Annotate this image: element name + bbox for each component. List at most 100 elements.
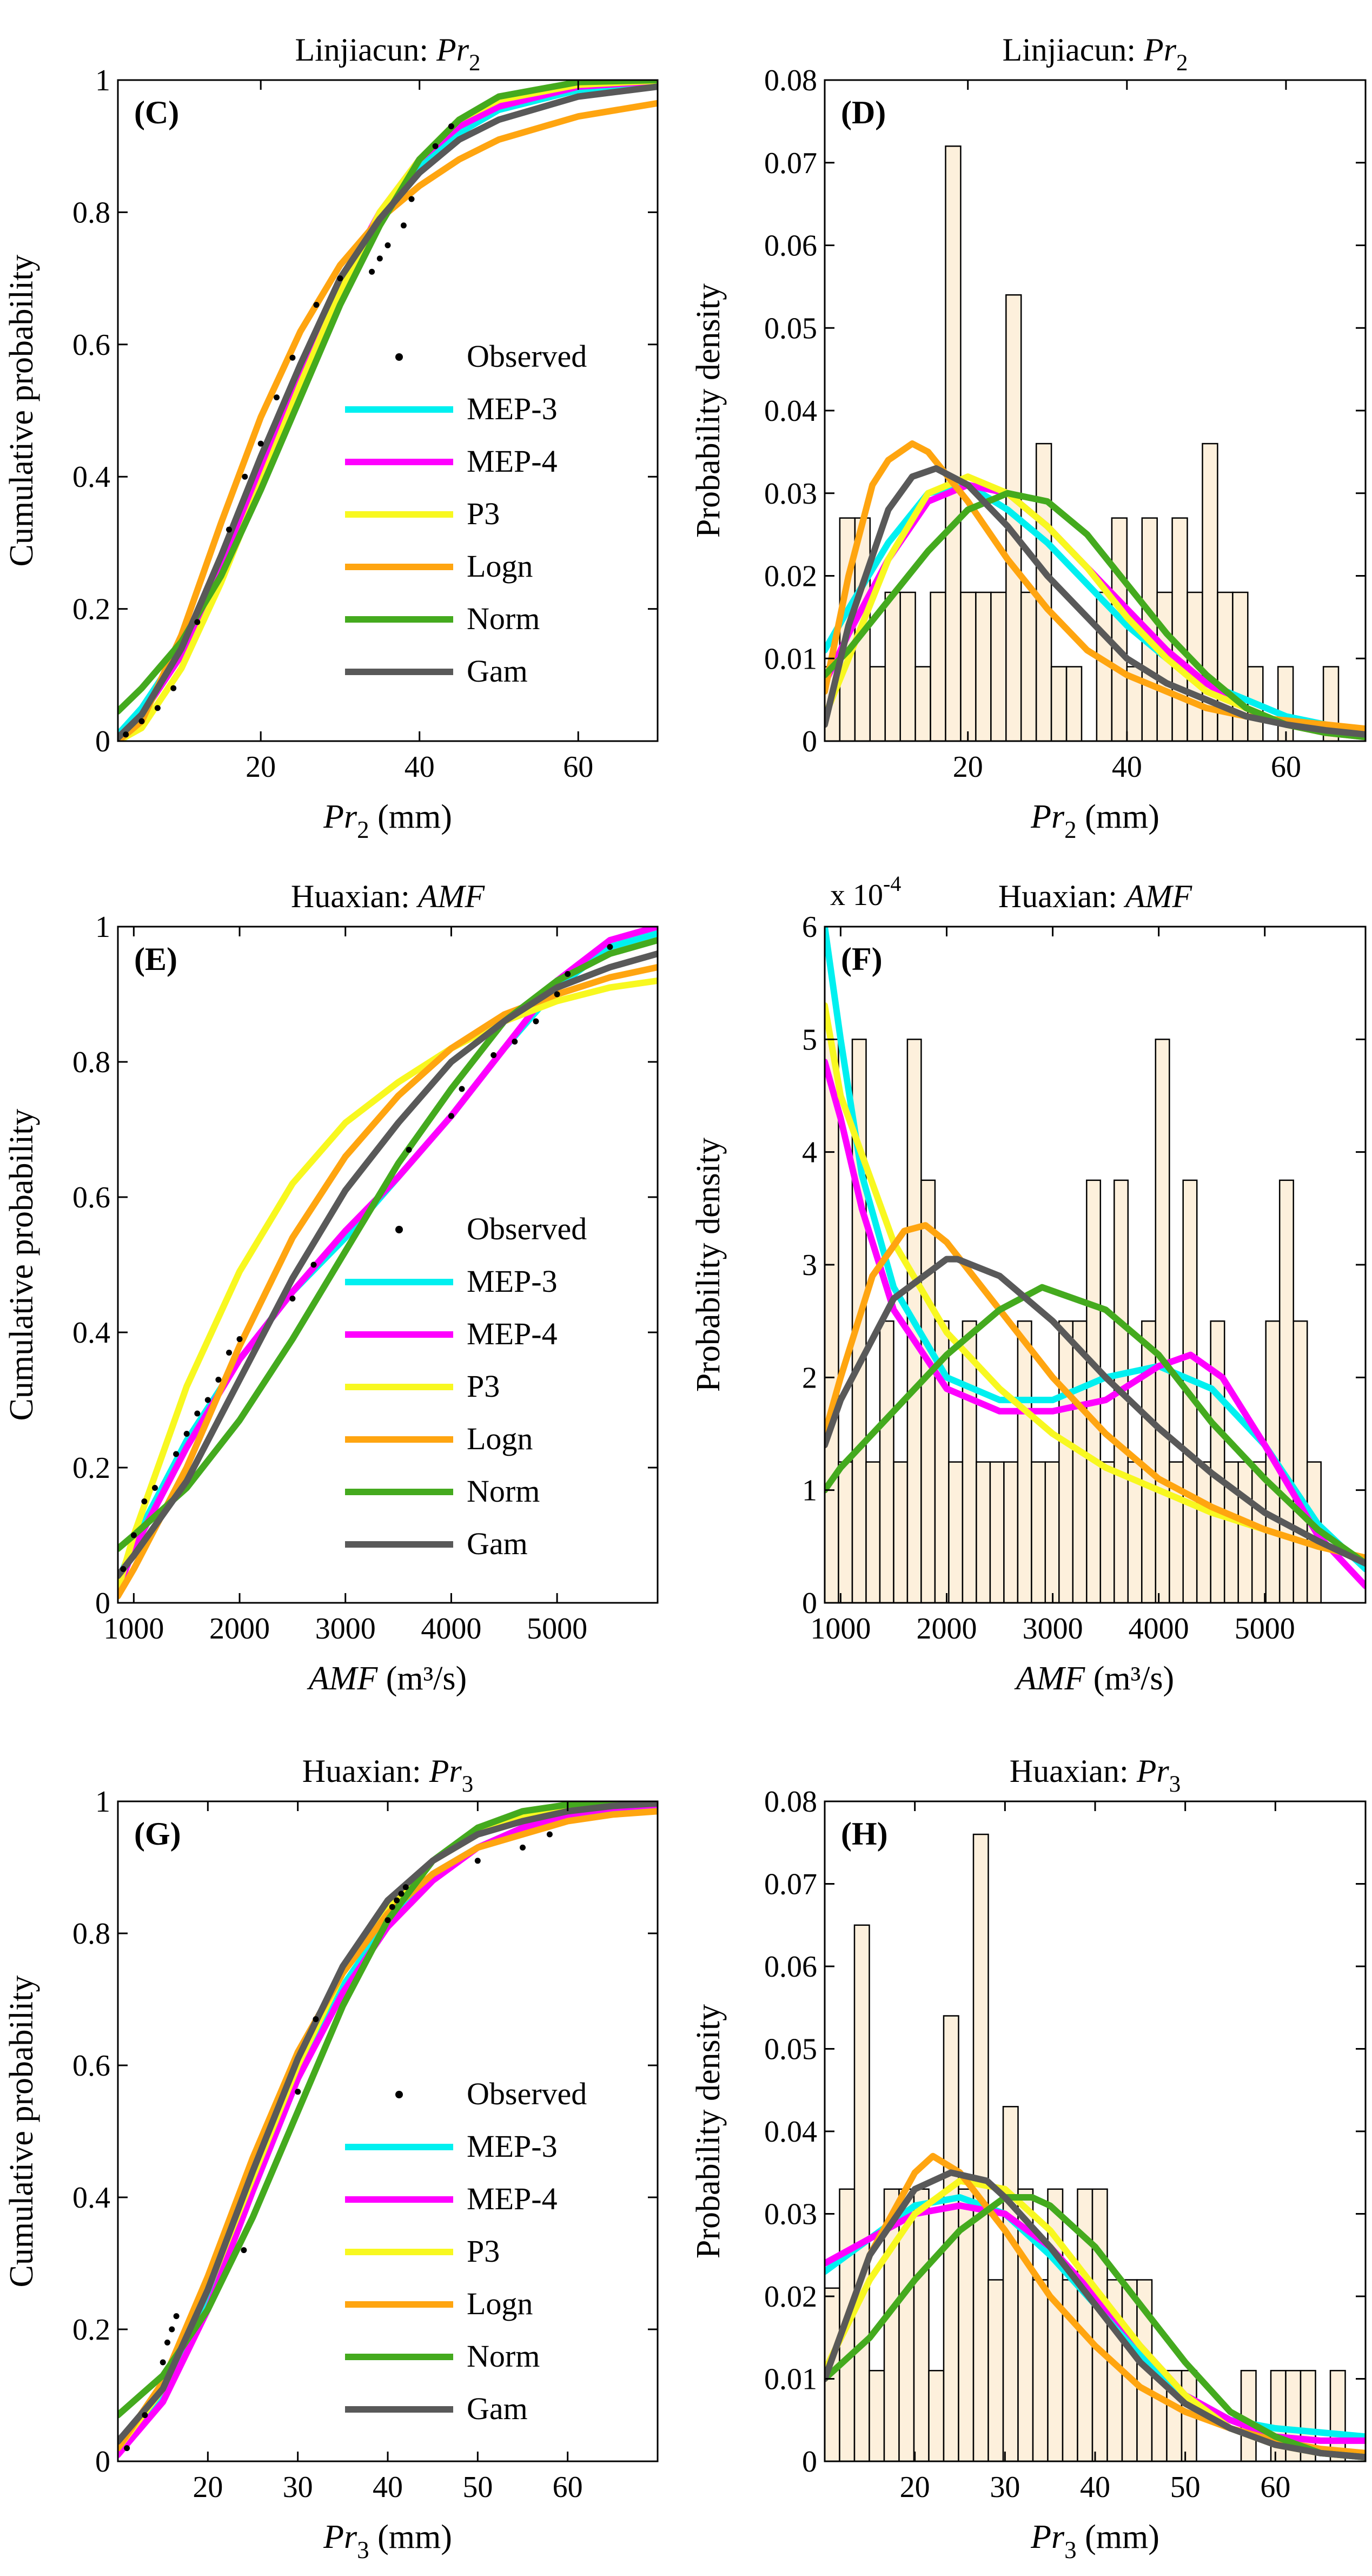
panel-h-bar (928, 2370, 945, 2461)
panel-c-xtick-label: 60 (563, 750, 593, 784)
panel-c-xlabel: Pr2 (mm) (323, 798, 452, 843)
panel-e-xlabel-suffix: (m³/s) (377, 1660, 467, 1697)
panel-g-xtick-label: 50 (462, 2471, 493, 2504)
panel-h-curves (825, 2152, 1366, 2461)
panel-d-ytick-label: 0.07 (764, 147, 817, 180)
panel-h-ytick-label: 0.05 (764, 2033, 817, 2066)
panel-f-xlabel-suffix: (m³/s) (1085, 1660, 1174, 1697)
panel-f-bar (1072, 1320, 1088, 1603)
panel-e-panel-label: (E) (134, 941, 177, 977)
panel-d-bar (960, 591, 977, 741)
panel-f-bar (1031, 1461, 1046, 1603)
panel-f-panel-label: (F) (841, 941, 883, 977)
panel-d-bar (930, 591, 946, 741)
panel-h-ylabel: Probability density (690, 2004, 727, 2258)
panel-f-bar (1237, 1461, 1253, 1603)
panel-c-observed-point (274, 394, 280, 401)
panel-h-xtick-label: 40 (1080, 2471, 1110, 2504)
panel-e-legend-marker-observed (395, 1226, 403, 1233)
panel-f-scale-note: x 10-4 (830, 871, 901, 912)
panel-c-title-variable: Pr (436, 32, 469, 68)
panel-d-bar (1035, 442, 1052, 741)
panel-g-ylabel: Cumulative probability (3, 1976, 40, 2288)
panel-h-title: Huaxian: Pr3 (1010, 1753, 1181, 1797)
panel-c-legend: Observed MEP-3 MEP-4 P3 Logn Norm Gam (345, 339, 587, 689)
panel-e-series-p3 (118, 977, 658, 1593)
panel-e-observed-point (310, 1261, 317, 1268)
panel-d: 0 0.01 0.02 0.03 0.04 0.05 0.06 0.07 0.08 20 40 60 L… (690, 32, 1367, 843)
panel-h-xlabel-subscript: 3 (1064, 2537, 1077, 2564)
panel-c-ytick-label: 0 (95, 725, 110, 758)
panel-g-observed-point (394, 1897, 400, 1904)
panel-d-bar (1277, 666, 1294, 741)
panel-c-observed-point (226, 526, 232, 533)
panel-f-bar (1155, 1039, 1170, 1603)
panel-h-series-norm (825, 2194, 1366, 2461)
panel-g-title-prefix: Huaxian: (302, 1753, 429, 1789)
panel-f-xlabel: AMF (m³/s) (1014, 1660, 1174, 1697)
panel-e-title-prefix: Huaxian: (291, 879, 418, 914)
panel-c-observed-point (194, 619, 201, 625)
panel-h-ytick-label: 0.07 (764, 1868, 817, 1901)
panel-g-ytick-label: 0.8 (72, 1917, 110, 1951)
panel-e-legend-label-observed: Observed (467, 1211, 587, 1246)
panel-g-series-gam (118, 1801, 658, 2445)
panel-f-xtick-label: 5000 (1235, 1612, 1295, 1646)
panel-g-xlabel: Pr3 (mm) (323, 2519, 452, 2564)
panel-d-bar (1217, 591, 1234, 741)
panel-c-panel-label: (C) (134, 95, 179, 130)
panel-g-observed-point (474, 1858, 481, 1864)
panel-c-ytick-label: 0.2 (72, 593, 110, 626)
panel-c-xlabel-suffix: (mm) (369, 798, 452, 835)
panel-e: 0 0.2 0.4 0.6 0.8 1 1000 2000 3000 4000 5000 Huaxia… (3, 879, 659, 1697)
panel-c-observed-point (313, 302, 320, 308)
panel-d-panel-label: (D) (841, 95, 886, 130)
panel-f-bar (838, 1461, 853, 1603)
panel-d-series-gam (825, 465, 1366, 738)
panel-d-series-mep-3 (825, 481, 1366, 736)
panel-f-ytick-label: 4 (802, 1136, 817, 1170)
panel-f-ytick-label: 5 (802, 1023, 817, 1056)
panel-c-legend-label-observed: Observed (467, 339, 587, 374)
panel-c-observed (123, 123, 454, 738)
panel-h-bar (869, 2370, 885, 2461)
panel-c-observed-point (257, 440, 264, 447)
panel-h-title-subscript: 3 (1169, 1772, 1181, 1797)
panel-c-legend-label-logn: Logn (467, 549, 533, 584)
panel-e-observed-point (459, 1086, 465, 1092)
panel-c-legend-label-mep-3: MEP-3 (467, 391, 558, 426)
panel-f-xtick-label: 3000 (1023, 1612, 1083, 1646)
panel-e-legend-label-logn: Logn (467, 1421, 533, 1456)
panel-e-legend-label-mep-3: MEP-3 (467, 1264, 558, 1299)
panel-c-legend-label-p3: P3 (467, 496, 500, 531)
panel-e-legend-label-mep-4: MEP-4 (467, 1316, 558, 1351)
panel-f-bar (989, 1461, 1005, 1603)
panel-h-bar (1032, 2279, 1049, 2461)
panel-g-xtick-label: 60 (553, 2471, 583, 2504)
panel-e-xlabel: AMF (m³/s) (307, 1660, 467, 1697)
panel-e-observed-point (491, 1052, 497, 1058)
panel-g-observed-point (142, 2412, 148, 2419)
panel-e-observed-point (607, 944, 613, 950)
panel-c-observed-point (242, 473, 248, 480)
panel-e-observed-point (289, 1296, 296, 1302)
panel-c-observed-point (432, 143, 439, 149)
panel-d-ytick-label: 0 (802, 725, 817, 758)
panel-c-observed-point (385, 242, 391, 248)
panel-e-xtick-label: 1000 (103, 1612, 164, 1646)
panel-f-bar (976, 1461, 991, 1603)
panel-d-title-subscript: 2 (1176, 50, 1188, 76)
panel-g-observed-point (402, 1884, 409, 1891)
panel-e-ytick-label: 0.8 (72, 1046, 110, 1079)
panel-c-title-subscript: 2 (469, 50, 481, 76)
panel-h-ytick-label: 0.06 (764, 1950, 817, 1984)
panel-d-xtick-label: 20 (953, 750, 983, 784)
panel-e-observed-point (183, 1431, 190, 1437)
panel-f-ytick-label: 1 (802, 1474, 817, 1508)
panel-f-curves (825, 927, 1366, 1589)
panel-e-observed-point (204, 1397, 211, 1403)
panel-h-bar (987, 2279, 1004, 2461)
panel-f-bar (1058, 1320, 1074, 1603)
panel-g-legend: Observed MEP-3 MEP-4 P3 Logn Norm Gam (345, 2076, 587, 2426)
